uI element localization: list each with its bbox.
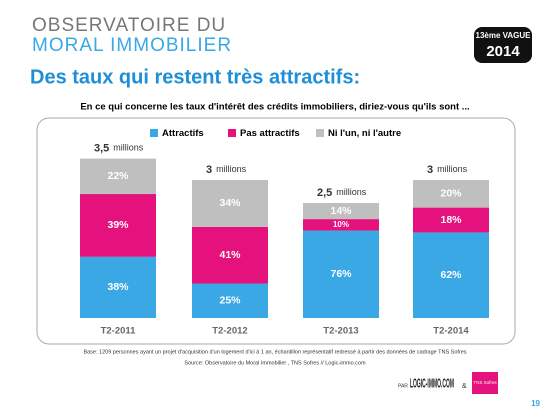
- bar-segment: [80, 158, 156, 195]
- legend-label: Pas attractifs: [240, 128, 300, 139]
- x-tick-label: T2-2014: [433, 326, 469, 337]
- footnote-source: Source: Observatoire du Moral Immobilier…: [184, 360, 366, 366]
- bar-segment: [413, 180, 489, 208]
- total-value: 3: [427, 164, 433, 176]
- bar-segment: [303, 230, 379, 318]
- bar-segment: [192, 226, 268, 284]
- bar-segment: [303, 203, 379, 220]
- tns-logo: [472, 372, 498, 394]
- amp: &: [462, 383, 467, 390]
- value-label: 10%: [333, 220, 349, 229]
- total-unit: millions: [437, 164, 468, 174]
- x-tick-label: T2-2011: [101, 326, 137, 337]
- bar-segment: [80, 194, 156, 257]
- bar-segment: [303, 219, 379, 231]
- bar-segment: [192, 180, 268, 227]
- value-label: 41%: [219, 249, 241, 261]
- tns-text: TNS Sofres: [473, 380, 497, 385]
- x-tick-label: T2-2012: [212, 326, 247, 337]
- legend-swatch: [316, 129, 324, 137]
- header-line1: OBSERVATOIRE DU: [32, 15, 226, 36]
- question: En ce qui concerne les taux d'intérêt de…: [80, 102, 469, 113]
- total-label: 3,5 millions: [94, 143, 144, 155]
- chart-title: Des taux qui restent très attractifs:: [30, 66, 360, 88]
- legend-label: Attractifs: [162, 128, 204, 139]
- total-unit: millions: [216, 164, 247, 174]
- value-label: 14%: [330, 205, 352, 217]
- par: PAR: [398, 383, 408, 389]
- total-value: 2,5: [317, 187, 332, 199]
- bar-segment: [80, 256, 156, 318]
- value-label: 18%: [440, 214, 462, 226]
- total-unit: millions: [113, 143, 144, 153]
- value-label: 76%: [330, 268, 352, 280]
- legend-swatch: [228, 129, 236, 137]
- value-label: 25%: [219, 295, 241, 307]
- badge: [474, 27, 532, 63]
- logic-logo: LOGIC-IMMO.COM: [410, 375, 454, 390]
- total-value: 3,5: [94, 143, 109, 155]
- bar-segment: [413, 207, 489, 233]
- chart-frame: [36, 117, 516, 345]
- total-unit: millions: [336, 187, 367, 197]
- header-line2: MORAL IMMOBILIER: [32, 35, 232, 56]
- footnote-base: Base: 1209 personnes ayant un projet d'a…: [83, 349, 466, 355]
- badge-year: 2014: [486, 43, 520, 60]
- value-label: 38%: [107, 281, 129, 293]
- bar-segment: [192, 283, 268, 318]
- total-label: 3 millions: [427, 164, 468, 176]
- x-tick-label: T2-2013: [323, 326, 358, 337]
- page-number: 19: [531, 399, 540, 408]
- legend-swatch: [150, 129, 158, 137]
- value-label: 22%: [107, 170, 129, 182]
- badge-top: 13ème VAGUE: [476, 31, 532, 40]
- value-label: 34%: [219, 197, 241, 209]
- total-value: 3: [206, 164, 212, 176]
- value-label: 20%: [440, 188, 462, 200]
- bar-segment: [413, 232, 489, 318]
- legend-label: Ni l'un, ni l'autre: [328, 128, 401, 139]
- total-label: 3 millions: [206, 164, 247, 176]
- total-label: 2,5 millions: [317, 187, 367, 199]
- value-label: 62%: [440, 269, 462, 281]
- value-label: 39%: [107, 219, 129, 231]
- plot: Attractifs Pas attractifs Ni l'un, ni l'au…: [80, 128, 489, 337]
